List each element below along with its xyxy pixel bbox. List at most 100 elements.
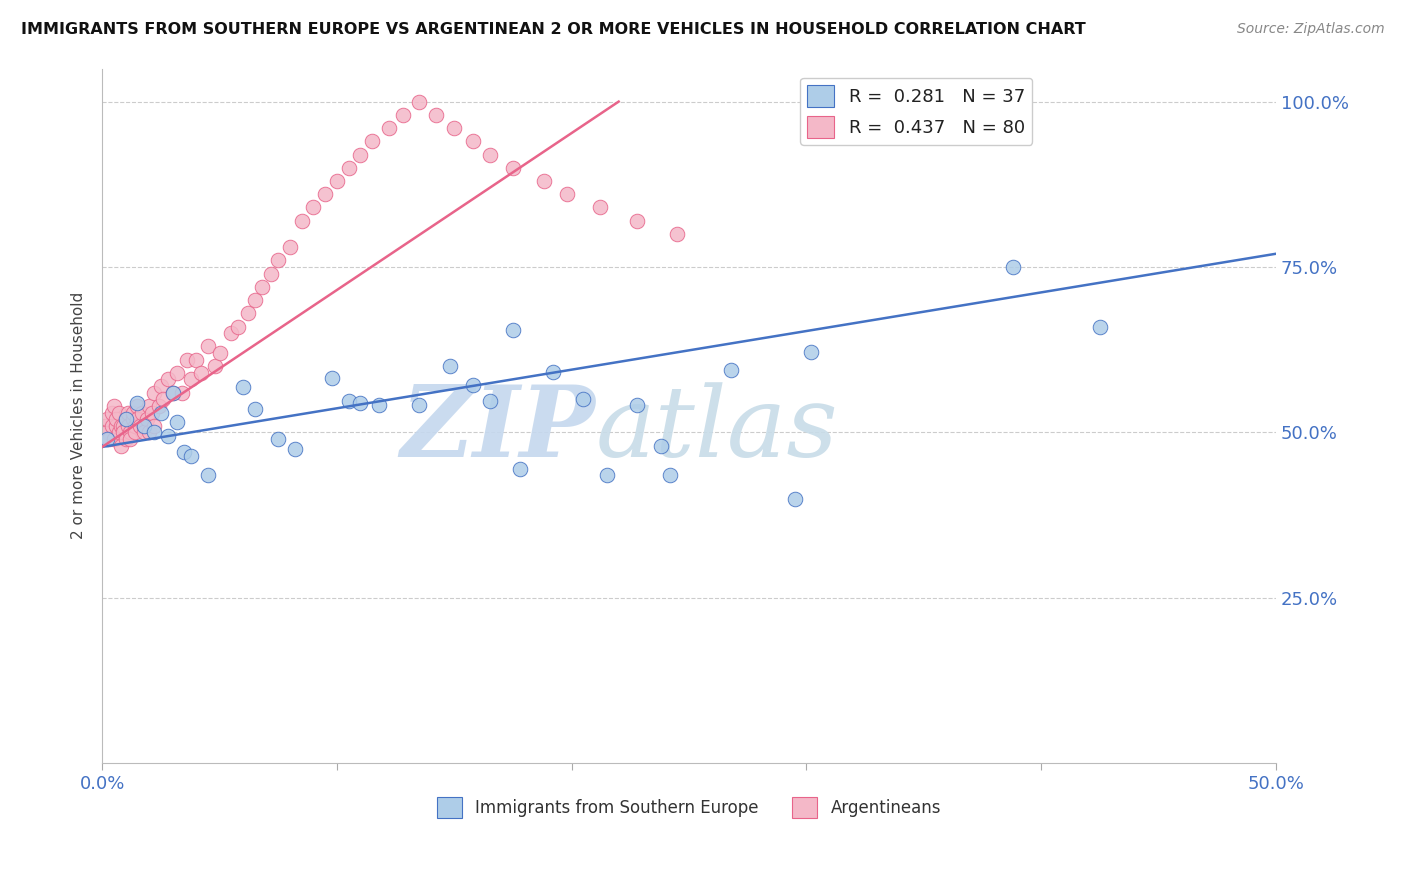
Point xyxy=(572,392,595,407)
Point xyxy=(128,418,150,433)
Point xyxy=(228,319,250,334)
Point xyxy=(149,379,172,393)
Point xyxy=(1002,260,1025,274)
Point xyxy=(783,491,806,506)
Point xyxy=(204,359,226,374)
Point xyxy=(114,432,136,446)
Point xyxy=(720,362,742,376)
Point xyxy=(120,425,142,440)
Point xyxy=(117,405,139,419)
Point xyxy=(103,399,125,413)
Point xyxy=(250,280,273,294)
Point xyxy=(478,147,501,161)
Point xyxy=(142,425,165,440)
Point xyxy=(141,405,163,419)
Point xyxy=(131,405,153,419)
Point xyxy=(180,449,202,463)
Point xyxy=(349,395,371,409)
Point xyxy=(180,372,202,386)
Point xyxy=(533,174,555,188)
Point xyxy=(162,385,184,400)
Point xyxy=(162,385,184,400)
Point xyxy=(800,344,823,359)
Point xyxy=(138,425,160,440)
Point xyxy=(267,253,290,268)
Point xyxy=(243,402,266,417)
Point xyxy=(197,339,219,353)
Point xyxy=(149,405,172,419)
Point xyxy=(124,425,146,440)
Point xyxy=(391,108,413,122)
Point xyxy=(291,213,314,227)
Point xyxy=(461,134,484,148)
Point xyxy=(148,399,170,413)
Point xyxy=(1088,319,1111,334)
Point xyxy=(127,395,149,409)
Point xyxy=(96,412,118,426)
Point xyxy=(302,201,325,215)
Point xyxy=(284,442,307,456)
Point xyxy=(127,399,149,413)
Point xyxy=(124,418,146,433)
Point xyxy=(100,418,122,433)
Point xyxy=(110,439,132,453)
Point xyxy=(96,432,118,446)
Point xyxy=(110,418,132,433)
Point xyxy=(105,412,128,426)
Point xyxy=(134,418,156,433)
Point xyxy=(361,134,384,148)
Point xyxy=(589,201,612,215)
Point xyxy=(267,432,290,446)
Point xyxy=(121,412,143,426)
Point xyxy=(120,432,142,446)
Point xyxy=(156,372,179,386)
Point xyxy=(152,392,174,407)
Point xyxy=(114,412,136,426)
Point xyxy=(96,425,118,440)
Point xyxy=(650,439,672,453)
Point xyxy=(105,418,128,433)
Point xyxy=(314,187,336,202)
Point xyxy=(138,399,160,413)
Point xyxy=(278,240,301,254)
Point xyxy=(190,366,212,380)
Point xyxy=(166,416,188,430)
Point xyxy=(408,398,430,412)
Point xyxy=(170,385,193,400)
Point xyxy=(377,121,399,136)
Point xyxy=(103,432,125,446)
Point xyxy=(184,352,207,367)
Point xyxy=(121,405,143,419)
Point xyxy=(502,161,524,175)
Point xyxy=(173,445,195,459)
Point xyxy=(112,418,135,433)
Point xyxy=(197,468,219,483)
Point xyxy=(166,366,188,380)
Point xyxy=(368,398,391,412)
Point xyxy=(208,346,231,360)
Point xyxy=(112,425,135,440)
Point xyxy=(509,462,531,476)
Point xyxy=(127,412,149,426)
Point xyxy=(666,227,689,241)
Y-axis label: 2 or more Vehicles in Household: 2 or more Vehicles in Household xyxy=(72,293,86,540)
Point xyxy=(243,293,266,307)
Point xyxy=(626,398,648,412)
Point xyxy=(461,377,484,392)
Point xyxy=(98,432,121,446)
Text: atlas: atlas xyxy=(595,382,838,477)
Point xyxy=(337,393,360,408)
Point xyxy=(134,418,156,433)
Point xyxy=(107,405,129,419)
Point xyxy=(135,412,157,426)
Point xyxy=(408,95,430,109)
Point xyxy=(555,187,578,202)
Point xyxy=(134,425,156,440)
Point xyxy=(107,425,129,440)
Point xyxy=(236,306,259,320)
Point xyxy=(176,352,198,367)
Point xyxy=(626,213,648,227)
Point xyxy=(142,385,165,400)
Point xyxy=(439,359,461,374)
Point xyxy=(142,418,165,433)
